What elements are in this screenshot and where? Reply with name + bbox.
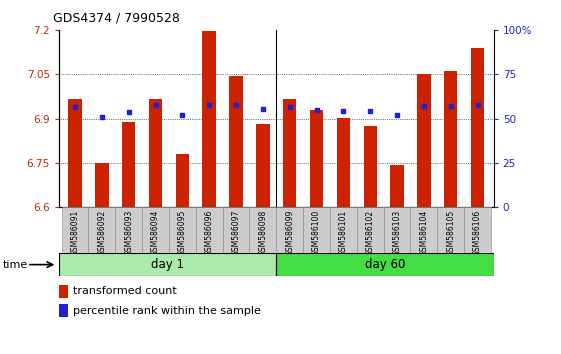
Text: time: time	[3, 259, 28, 270]
Bar	[59, 285, 68, 297]
Bar	[283, 99, 296, 207]
Point	[259, 106, 268, 112]
Text: GSM586105: GSM586105	[446, 210, 455, 256]
Bar	[464, 207, 491, 253]
Bar	[276, 253, 494, 276]
Bar	[229, 76, 243, 207]
Text: transformed count: transformed count	[73, 286, 177, 296]
Point	[366, 108, 375, 114]
Bar	[444, 71, 457, 207]
Text: GSM586099: GSM586099	[285, 210, 294, 256]
Bar	[149, 99, 162, 207]
Bar	[95, 164, 109, 207]
Text: GSM586098: GSM586098	[259, 210, 268, 256]
Text: GSM586104: GSM586104	[420, 210, 429, 256]
Bar	[89, 207, 115, 253]
Bar	[59, 253, 276, 276]
Text: GSM586092: GSM586092	[98, 210, 107, 256]
Bar	[169, 207, 196, 253]
Bar	[276, 207, 303, 253]
Text: GSM586095: GSM586095	[178, 210, 187, 256]
Bar	[310, 110, 323, 207]
Text: day 60: day 60	[365, 258, 405, 271]
Bar	[223, 207, 250, 253]
Bar	[417, 74, 431, 207]
Point	[178, 112, 187, 118]
Point	[446, 103, 455, 109]
Bar	[256, 125, 270, 207]
Bar	[471, 48, 484, 207]
Point	[420, 103, 429, 109]
Bar	[62, 207, 89, 253]
Bar	[384, 207, 411, 253]
Point	[473, 102, 482, 108]
Point	[393, 112, 402, 118]
Bar	[122, 122, 135, 207]
Bar	[357, 207, 384, 253]
Text: GSM586100: GSM586100	[312, 210, 321, 256]
Bar	[438, 207, 464, 253]
Bar	[364, 126, 377, 207]
Bar	[196, 207, 223, 253]
Bar	[303, 207, 330, 253]
Point	[124, 109, 133, 115]
Bar	[390, 165, 404, 207]
Point	[312, 107, 321, 113]
Text: GSM586102: GSM586102	[366, 210, 375, 256]
Text: percentile rank within the sample: percentile rank within the sample	[73, 306, 261, 316]
Bar	[59, 304, 68, 317]
Point	[285, 104, 294, 110]
Point	[151, 102, 160, 108]
Text: GDS4374 / 7990528: GDS4374 / 7990528	[53, 12, 180, 25]
Text: GSM586093: GSM586093	[124, 210, 133, 256]
Text: GSM586097: GSM586097	[232, 210, 241, 256]
Bar	[250, 207, 276, 253]
Bar	[203, 31, 216, 207]
Text: GSM586106: GSM586106	[473, 210, 482, 256]
Text: GSM586096: GSM586096	[205, 210, 214, 256]
Bar	[142, 207, 169, 253]
Bar	[176, 154, 189, 207]
Point	[339, 108, 348, 114]
Text: GSM586103: GSM586103	[393, 210, 402, 256]
Text: day 1: day 1	[151, 258, 184, 271]
Bar	[411, 207, 438, 253]
Bar	[68, 99, 82, 207]
Bar	[337, 118, 350, 207]
Point	[71, 104, 80, 110]
Point	[205, 102, 214, 108]
Text: GSM586094: GSM586094	[151, 210, 160, 256]
Text: GSM586091: GSM586091	[71, 210, 80, 256]
Bar	[115, 207, 142, 253]
Point	[98, 114, 107, 120]
Point	[232, 102, 241, 108]
Bar	[330, 207, 357, 253]
Text: GSM586101: GSM586101	[339, 210, 348, 256]
